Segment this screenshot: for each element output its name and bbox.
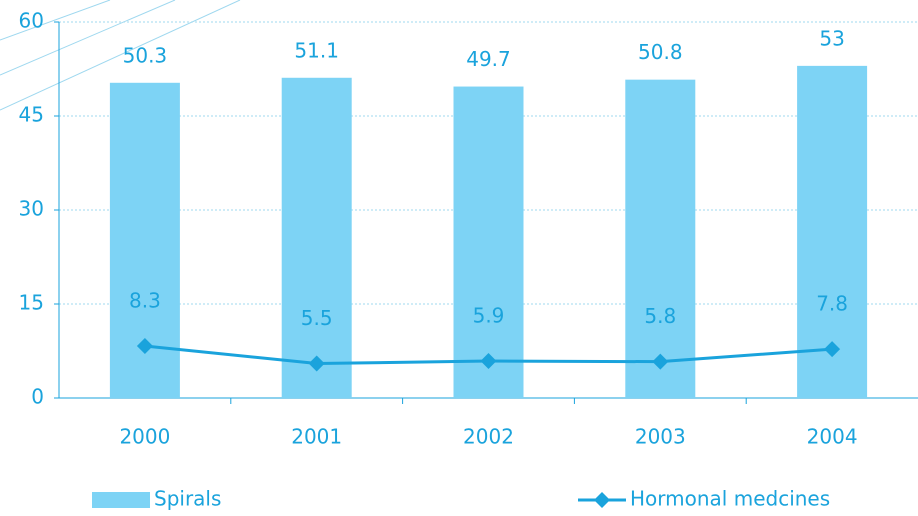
y-tick-label: 60 <box>19 9 44 33</box>
data-label: 51.1 <box>294 38 339 62</box>
data-label: 7.8 <box>816 292 848 316</box>
data-label: 53 <box>819 26 844 50</box>
data-label: 5.8 <box>644 304 676 328</box>
x-tick-label: 2004 <box>807 425 858 449</box>
marker <box>308 355 325 372</box>
deco-line <box>0 0 176 76</box>
legend-swatch <box>92 492 150 508</box>
x-tick-label: 2003 <box>635 425 686 449</box>
y-tick-label: 45 <box>19 103 44 127</box>
y-tick-label: 0 <box>31 385 44 409</box>
bar <box>281 77 352 399</box>
legend-marker <box>594 492 610 508</box>
marker <box>824 341 841 358</box>
deco-line <box>0 0 111 41</box>
y-tick-label: 15 <box>19 291 44 315</box>
data-label: 50.3 <box>123 43 168 67</box>
data-label: 8.3 <box>129 288 161 312</box>
bar <box>625 79 696 399</box>
x-tick-label: 2001 <box>291 425 342 449</box>
y-tick-label: 30 <box>19 197 44 221</box>
data-label: 5.5 <box>301 306 333 330</box>
marker <box>480 353 497 370</box>
legend-label: Hormonal medcines <box>630 487 830 511</box>
decoration <box>0 0 241 111</box>
data-label: 50.8 <box>638 40 683 64</box>
marker <box>136 337 153 354</box>
x-tick-label: 2002 <box>463 425 514 449</box>
bar <box>453 86 524 399</box>
data-label: 49.7 <box>466 47 511 71</box>
x-tick-label: 2000 <box>119 425 170 449</box>
marker <box>652 353 669 370</box>
legend-label: Spirals <box>154 487 221 511</box>
deco-line <box>0 0 241 111</box>
data-label: 5.9 <box>473 304 505 328</box>
